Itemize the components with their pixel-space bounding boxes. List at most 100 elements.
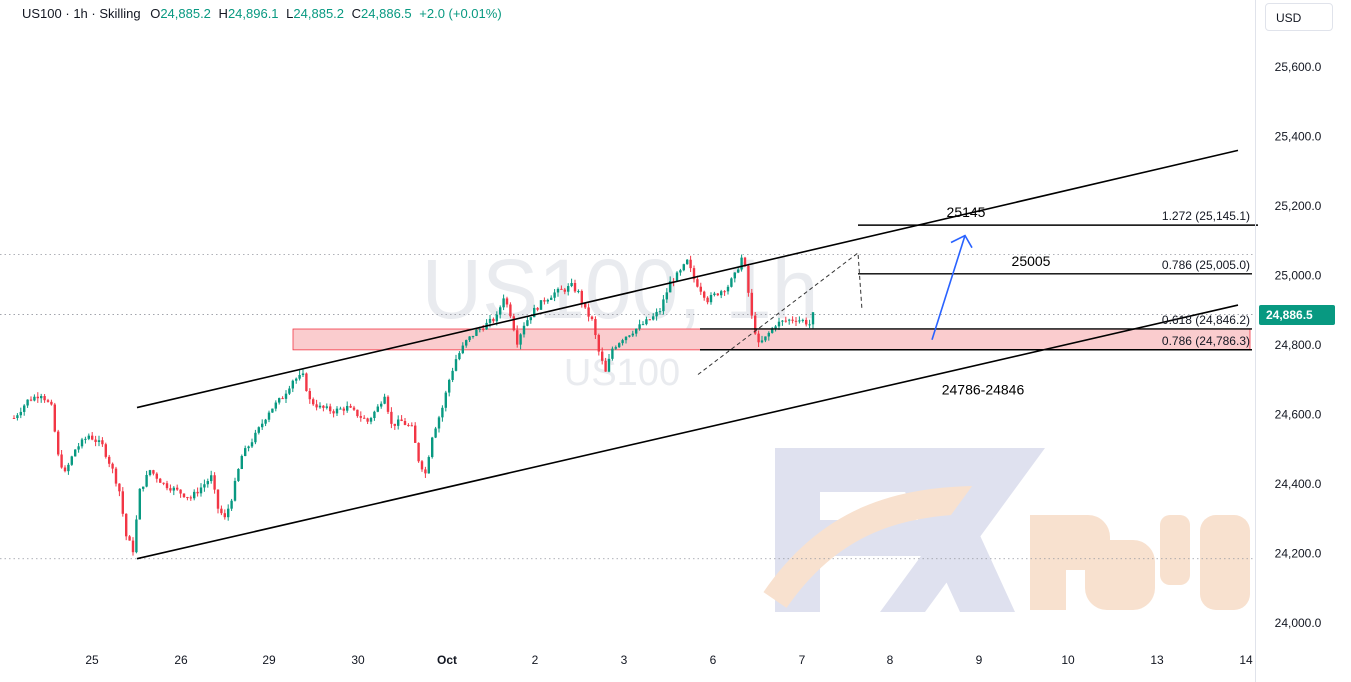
- candle-body: [716, 293, 719, 296]
- fib-level-label: 1.272 (25,145.1): [1162, 209, 1250, 223]
- candle-body: [104, 444, 107, 457]
- fib-extension[interactable]: [697, 251, 863, 375]
- candle-body: [203, 484, 206, 488]
- candle-body: [210, 475, 213, 482]
- candle-body: [808, 324, 811, 326]
- candle-body: [267, 412, 271, 420]
- candle-body: [434, 428, 437, 438]
- candle-body: [689, 259, 692, 269]
- candle-body: [465, 340, 468, 346]
- fib-level-label: 0.786 (25,005.0): [1162, 258, 1250, 272]
- candle-body: [397, 419, 400, 426]
- candle-body: [169, 488, 172, 491]
- trend-channel[interactable]: [136, 149, 1239, 560]
- y-tick-label: 24,200.0: [1275, 547, 1322, 561]
- candle-body: [318, 405, 322, 408]
- candle-body: [427, 457, 430, 474]
- candle-body: [441, 407, 444, 418]
- candles-series: [12, 254, 815, 556]
- candle-body: [679, 270, 682, 273]
- candle-body: [322, 405, 325, 408]
- candle-body: [366, 418, 369, 422]
- candle-body: [342, 408, 345, 411]
- fib-level-label: 0.786 (24,786.3): [1162, 334, 1250, 348]
- candle-body: [747, 265, 750, 293]
- candle-body: [509, 304, 512, 317]
- candle-body: [655, 311, 658, 317]
- chart-legend: US100 · 1h · Skilling O24,885.2 H24,896.…: [22, 6, 502, 21]
- candle-body: [257, 427, 260, 433]
- candle-body: [614, 347, 617, 349]
- candle-body: [393, 423, 396, 426]
- candle-body: [478, 328, 481, 330]
- open-value: 24,885.2: [160, 6, 211, 21]
- channel-upper-line[interactable]: [136, 149, 1239, 409]
- candle-body: [50, 401, 53, 405]
- candle-body: [356, 409, 359, 417]
- candle-body: [468, 336, 471, 341]
- arrow-shaft[interactable]: [931, 235, 966, 341]
- data-source: Skilling: [99, 6, 141, 21]
- candle-body: [264, 419, 267, 424]
- candle-body: [43, 396, 46, 401]
- candle-body: [33, 396, 36, 401]
- candle-body: [271, 408, 274, 413]
- candle-body: [403, 421, 407, 425]
- candle-body: [580, 291, 583, 304]
- candle-body: [46, 400, 50, 402]
- candle-body: [764, 336, 767, 341]
- candle-body: [516, 330, 519, 345]
- candle-body: [131, 540, 135, 553]
- level-value-label: 25145: [947, 204, 986, 220]
- candle-body: [312, 399, 315, 405]
- candle-body: [332, 411, 335, 414]
- candle-body: [611, 348, 614, 359]
- fib-swing-lines[interactable]: [697, 251, 863, 375]
- candle-body: [420, 461, 424, 470]
- horizontal-levels[interactable]: 1.272 (25,145.1) 25145 0.786 (25,005.0) 250…: [700, 204, 1258, 398]
- candle-body: [805, 319, 808, 325]
- candle-body: [155, 473, 158, 479]
- x-tick-label: 14: [1239, 653, 1253, 667]
- candle-body: [254, 432, 257, 443]
- x-tick-label: 7: [799, 653, 806, 667]
- candle-body: [91, 435, 94, 440]
- candle-body: [159, 478, 162, 483]
- symbol-name[interactable]: US100: [22, 6, 62, 21]
- candle-body: [19, 411, 22, 416]
- candle-body: [111, 463, 114, 469]
- candle-body: [213, 475, 216, 490]
- candle-body: [771, 328, 774, 333]
- channel-lower-line[interactable]: [136, 304, 1239, 560]
- candle-body: [587, 307, 590, 317]
- candle-body: [400, 419, 403, 422]
- symbol-watermark-small: US100: [564, 352, 680, 394]
- candle-body: [437, 417, 441, 429]
- current-price-label: 24,886.5: [1266, 308, 1313, 322]
- candle-body: [325, 406, 328, 408]
- candle-body: [488, 318, 492, 323]
- candle-body: [206, 481, 209, 485]
- candle-body: [288, 388, 291, 394]
- candle-body: [118, 483, 121, 492]
- candle-body: [383, 396, 386, 404]
- fxpay-logo: [763, 448, 1250, 612]
- projection-arrow[interactable]: [931, 234, 973, 341]
- candle-body: [274, 402, 277, 409]
- candle-body: [577, 291, 580, 293]
- candle-body: [781, 320, 784, 322]
- candle-body: [648, 319, 651, 321]
- candle-body: [777, 321, 781, 327]
- candle-body: [553, 292, 556, 298]
- interval-label[interactable]: 1h: [73, 6, 88, 21]
- candle-body: [295, 378, 298, 381]
- candle-body: [696, 279, 699, 287]
- candle-body: [604, 360, 607, 372]
- candle-body: [363, 417, 366, 419]
- candle-body: [70, 456, 73, 465]
- candle-body: [706, 297, 709, 303]
- currency-button[interactable]: USD: [1265, 3, 1333, 31]
- candle-body: [519, 334, 522, 345]
- candle-body: [386, 396, 390, 412]
